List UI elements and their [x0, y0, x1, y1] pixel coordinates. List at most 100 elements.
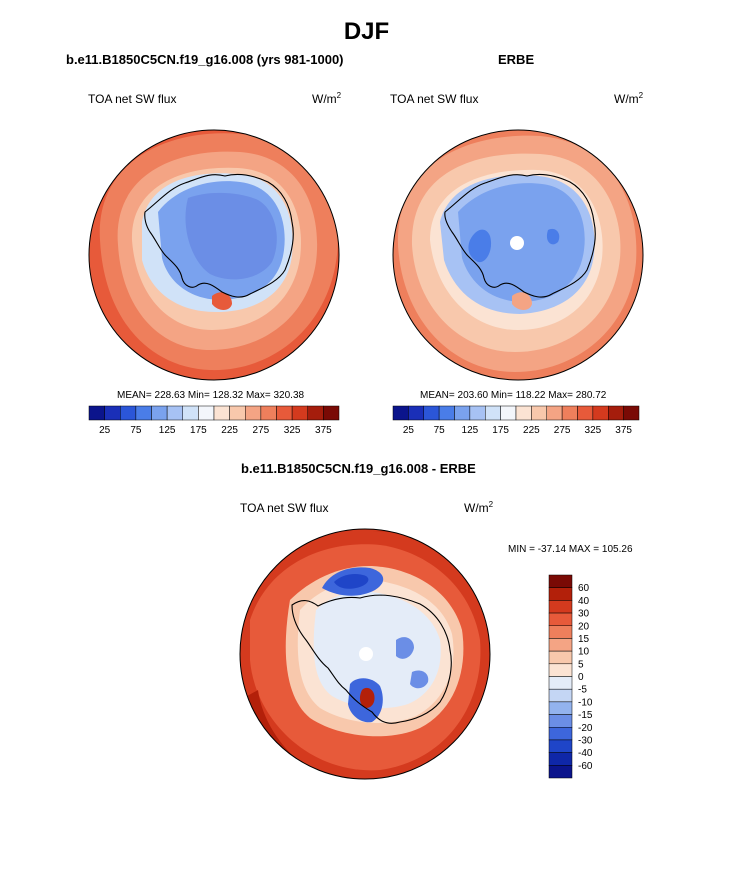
model-colorbar-swatch	[182, 405, 199, 421]
diff-units-label: W/m2	[464, 500, 494, 516]
obs-map-border	[392, 129, 644, 381]
diff-colorbar-swatch	[548, 765, 573, 779]
obs-colorbar-swatch	[546, 405, 563, 421]
model-colorbar-swatch	[276, 405, 293, 421]
obs-panel-title: ERBE	[498, 52, 535, 67]
model-colorbar: 25 75 125 175 225 275 325 375	[88, 405, 340, 436]
model-colorbar-swatch	[323, 405, 340, 421]
diff-colorbar-swatch	[548, 612, 573, 626]
model-colorbar-swatch	[120, 405, 137, 421]
obs-colorbar-swatch	[423, 405, 440, 421]
obs-colorbar-swatch	[485, 405, 501, 421]
diff-colorbar-tick-label: 60	[578, 583, 590, 594]
obs-colorbar-swatch	[531, 405, 547, 421]
model-map	[89, 130, 339, 380]
diff-colorbar-swatch	[548, 714, 573, 728]
model-colorbar-swatch	[291, 405, 308, 421]
model-colorbar-swatch	[135, 405, 152, 421]
model-variable-label: TOA net SW flux	[88, 92, 177, 106]
diff-map	[240, 529, 490, 779]
diff-colorbar-tick-label: -10	[578, 697, 593, 708]
diff-colorbar-tick-label: -20	[578, 723, 593, 734]
diff-colorbar-swatch	[548, 650, 573, 665]
obs-colorbar-swatch	[608, 405, 624, 421]
diff-variable-label: TOA net SW flux	[240, 501, 329, 515]
model-colorbar-tick-label: 25	[99, 425, 111, 436]
obs-colorbar-swatch	[623, 405, 640, 421]
diff-colorbar-swatch	[548, 701, 573, 715]
diff-colorbar-swatch	[548, 752, 573, 766]
diff-colorbar-tick-label: 15	[578, 634, 590, 645]
model-map-border	[88, 129, 340, 381]
model-colorbar-swatch	[166, 405, 183, 421]
model-colorbar-tick-label: 275	[253, 425, 270, 436]
obs-colorbar-tick-label: 175	[492, 425, 509, 436]
diff-colorbar-swatch	[548, 600, 573, 614]
diff-colorbar-swatch	[548, 688, 573, 703]
diff-field-neg-interior-2	[410, 670, 429, 689]
obs-colorbar-tick-label: 25	[403, 425, 415, 436]
model-colorbar-tick-label: 375	[315, 425, 332, 436]
diff-colorbar-swatch	[548, 739, 573, 753]
model-field-interior	[185, 192, 277, 280]
diff-colorbar-swatch	[548, 638, 573, 652]
obs-colorbar-swatch	[438, 405, 455, 421]
diff-field-neg-interior	[396, 637, 414, 659]
model-stats: MEAN= 228.63 Min= 128.32 Max= 320.38	[117, 390, 305, 401]
obs-colorbar-swatch	[561, 405, 578, 421]
obs-colorbar-tick-label: 275	[554, 425, 571, 436]
diff-colorbar-tick-label: 40	[578, 596, 590, 607]
diff-field-neg-north-core	[334, 574, 369, 589]
obs-colorbar-tick-label: 225	[523, 425, 540, 436]
diff-colorbar-tick-label: 20	[578, 621, 590, 632]
obs-field-peninsula-warm	[512, 292, 532, 310]
diff-colorbar-tick-label: -40	[578, 748, 593, 759]
diff-colorbar-swatch	[548, 727, 573, 741]
model-colorbar-swatch	[151, 405, 168, 421]
obs-colorbar-tick-label: 375	[615, 425, 632, 436]
model-colorbar-swatch	[229, 405, 246, 421]
diff-colorbar-swatch	[548, 574, 573, 588]
diff-colorbar-swatch	[548, 587, 573, 601]
diff-field-slight-neg	[313, 591, 441, 709]
obs-units-label: W/m2	[614, 91, 644, 107]
obs-colorbar-swatch	[500, 405, 517, 421]
obs-colorbar-tick-label: 325	[585, 425, 602, 436]
diff-colorbar-tick-label: 30	[578, 609, 590, 620]
diff-colorbar-tick-label: -60	[578, 761, 593, 772]
model-colorbar-tick-label: 75	[130, 425, 142, 436]
obs-colorbar-tick-label: 75	[434, 425, 446, 436]
page-title: DJF	[343, 18, 390, 45]
obs-colorbar-swatch	[469, 405, 486, 421]
obs-map	[393, 130, 643, 380]
diff-stats: MIN = -37.14 MAX = 105.26	[508, 544, 633, 555]
model-panel-title: b.e11.B1850C5CN.f19_g16.008 (yrs 981-100…	[66, 52, 344, 67]
model-colorbar-swatch	[213, 405, 230, 421]
diff-colorbar-swatch	[548, 625, 573, 639]
diff-panel-title: b.e11.B1850C5CN.f19_g16.008 - ERBE	[241, 461, 476, 476]
obs-colorbar-swatch	[577, 405, 594, 421]
obs-colorbar-swatch	[454, 405, 471, 421]
diff-pole-hole	[359, 647, 373, 661]
diff-coastline	[291, 594, 452, 724]
obs-colorbar-swatch	[515, 405, 532, 421]
obs-colorbar-swatch	[392, 405, 409, 421]
diff-colorbar-tick-label: 5	[578, 659, 584, 670]
obs-colorbar-tick-label: 125	[462, 425, 479, 436]
model-coastline	[144, 173, 294, 298]
model-colorbar-swatch	[88, 405, 105, 421]
obs-colorbar-swatch	[408, 405, 424, 421]
obs-field-dark-patch	[468, 229, 492, 263]
obs-colorbar-swatch	[592, 405, 609, 421]
diff-colorbar-swatch	[548, 663, 573, 677]
obs-pole-hole	[510, 236, 524, 250]
model-colorbar-swatch	[104, 405, 121, 421]
obs-coastline	[444, 173, 596, 298]
diff-colorbar-tick-label: -15	[578, 710, 593, 721]
model-field-peninsula-warm	[212, 292, 232, 310]
model-colorbar-swatch	[245, 405, 262, 421]
model-colorbar-tick-label: 175	[190, 425, 207, 436]
model-colorbar-swatch	[198, 405, 215, 421]
